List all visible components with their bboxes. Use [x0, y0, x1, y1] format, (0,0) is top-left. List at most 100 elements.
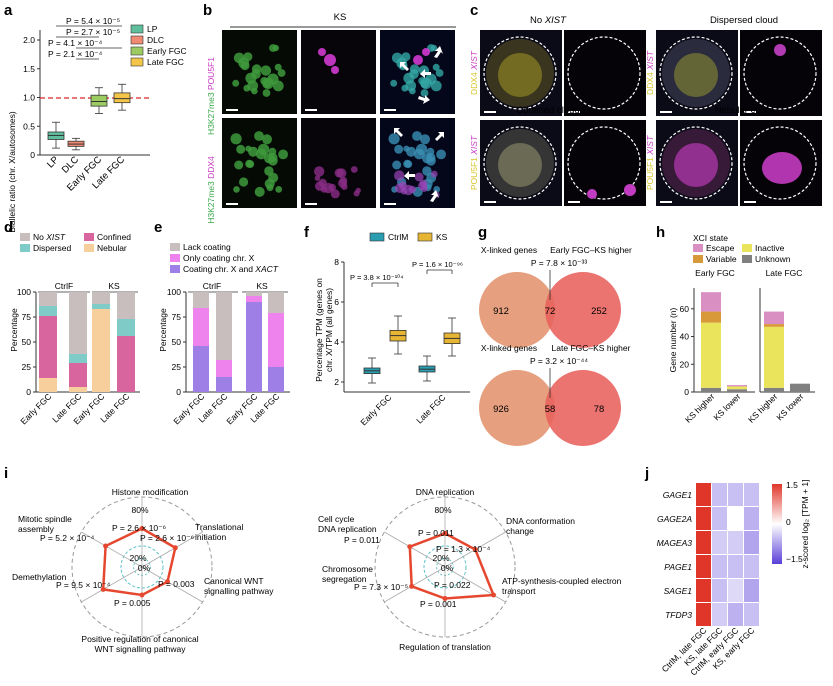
x-tick-label: Early FGC — [18, 391, 53, 426]
pou5f1-signal — [318, 48, 326, 56]
arrowhead-icon — [418, 95, 430, 104]
legend-label: Late FGC — [147, 57, 184, 67]
y-tick-label: 40 — [680, 332, 690, 342]
heatmap-cell — [744, 483, 759, 506]
venn-right-count: 78 — [594, 404, 605, 415]
bar-segment-inactive — [764, 326, 784, 388]
panel-a: a Biallelic ratio (chr. X/autosomes) 0 0.… — [4, 2, 187, 233]
bar-segment-coating-chr-x-and-xact — [193, 346, 209, 392]
cell-blob — [430, 170, 438, 178]
nucleus-outline — [743, 126, 817, 200]
nucleus-outline — [567, 126, 641, 200]
svg-text:H3K27me3 POU5F1: H3K27me3 POU5F1 — [206, 57, 216, 135]
legend-label: Unknown — [755, 254, 791, 264]
radar-point — [409, 583, 415, 589]
venn-left-count: 912 — [493, 306, 509, 317]
radar-axis-label: DNA replication — [416, 487, 475, 497]
panel-h-ylabel: Gene number (n) — [668, 307, 678, 372]
panel-letter-g: g — [478, 224, 487, 241]
box-early-fgc — [90, 94, 108, 107]
legend-swatch — [170, 265, 180, 273]
cell-blob — [395, 183, 405, 193]
panel-letter-i: i — [4, 465, 8, 482]
radar-axis-label: ATP-synthesis-coupled electron transport — [502, 576, 622, 596]
heatmap-row-label: GAGE2A — [657, 514, 692, 524]
panel-d-group-ks: KS — [108, 281, 120, 291]
radar-pvalue: P = 2.6 × 10⁻⁶ — [140, 533, 194, 543]
legend-label: Confined — [97, 232, 131, 242]
radar-pvalue: P = 2.6 × 10⁻⁶ — [112, 523, 166, 533]
panel-h-group-early: Early FGC — [695, 268, 735, 278]
bar-segment-dispersed — [39, 306, 57, 316]
legend-swatch — [417, 232, 433, 242]
cell-blob — [420, 134, 430, 145]
heatmap-cell — [728, 579, 743, 602]
panel-f-pvalue: P = 1.6 × 10⁻⁹⁶ — [412, 260, 463, 269]
heatmap-row-label: PAGE1 — [664, 562, 692, 572]
arrowhead-icon — [404, 171, 415, 180]
radar-pvalue: P = 1.3 × 10⁻⁴ — [436, 544, 491, 554]
radar-axis-label: Regulation of translation — [399, 642, 491, 652]
colorbar-tick-label: −1.5 — [786, 554, 803, 564]
radar-axis-label: Demethylation — [12, 572, 67, 582]
panel-e-ylabel: Percentage — [158, 308, 168, 352]
bar-segment-dispersed — [92, 304, 110, 309]
tile-channel-label: DDX4 XIST — [645, 50, 655, 95]
cell-blob — [414, 172, 424, 182]
legend-label: Inactive — [755, 243, 785, 253]
x-tick-label: KS lower — [774, 391, 805, 422]
xist-nebular-signal — [762, 152, 802, 184]
cell-blob — [406, 146, 417, 157]
panel-d-group-ctrlf: CtrlF — [55, 281, 73, 291]
heatmap-cell — [728, 507, 743, 530]
tile-title: Nebular cloud — [715, 105, 774, 116]
radar-ring-label: 0% — [138, 563, 151, 573]
cell-blob — [248, 146, 259, 157]
cell-blob — [254, 131, 264, 141]
x-tick-label: KS lower — [711, 391, 742, 422]
heatmap-row-label: GAGE1 — [663, 490, 693, 500]
cell-blob — [432, 63, 440, 71]
cell-blob — [268, 156, 278, 166]
cell-blob — [234, 160, 244, 170]
bar-segment-coating-chr-x-and-xact — [246, 302, 262, 392]
heatmap-cell — [712, 507, 727, 530]
radar-point — [472, 547, 478, 552]
radar-ring-label: 20% — [432, 553, 449, 563]
heatmap-cell — [744, 507, 759, 530]
legend-label: Only coating chr. X — [183, 253, 255, 263]
radar-spoke — [384, 531, 446, 568]
radar-pvalue: P = 0.005 — [114, 598, 151, 608]
y-tick-label: 75 — [172, 312, 182, 322]
panel-a-pbrackets: P = 5.4 × 10⁻⁵ P = 2.7 × 10⁻⁵ P = 4.1 × … — [48, 16, 122, 60]
cell-blob — [394, 144, 404, 154]
legend-label: No XIST — [33, 232, 66, 242]
radar-point — [172, 545, 178, 551]
bar-segment-coating-chr-x-and-xact — [268, 367, 284, 392]
radar-spoke — [141, 531, 203, 568]
legend-swatch — [130, 35, 144, 45]
cell-blob — [403, 159, 412, 168]
cell-blob — [430, 80, 442, 92]
bar-segment-nebular — [39, 378, 57, 392]
panel-c: c No XIST DDX4 XIST Dispersed cloud DDX4 XI… — [469, 2, 822, 206]
xist-confined-signal — [624, 184, 636, 196]
cell-blob — [272, 80, 284, 92]
panel-letter-j: j — [644, 465, 649, 482]
panel-e-group-ks: KS — [256, 281, 268, 291]
panel-j: j GAGE1GAGE2AMAGEA3PAGE1SAGE1TFDP3CtrlM,… — [644, 465, 810, 677]
venn-pvalue: P = 7.8 × 10⁻³³ — [531, 258, 587, 268]
heatmap-cell — [696, 531, 711, 554]
panel-g: g X-linked genes Early FGC–KS higher P = 7… — [478, 224, 632, 446]
arrowhead-icon — [420, 69, 431, 78]
legend-label: Dispersed — [33, 243, 72, 253]
y-tick-label: 25 — [172, 362, 182, 372]
cytoplasm-signal — [498, 143, 542, 187]
panel-letter-b: b — [203, 2, 212, 19]
